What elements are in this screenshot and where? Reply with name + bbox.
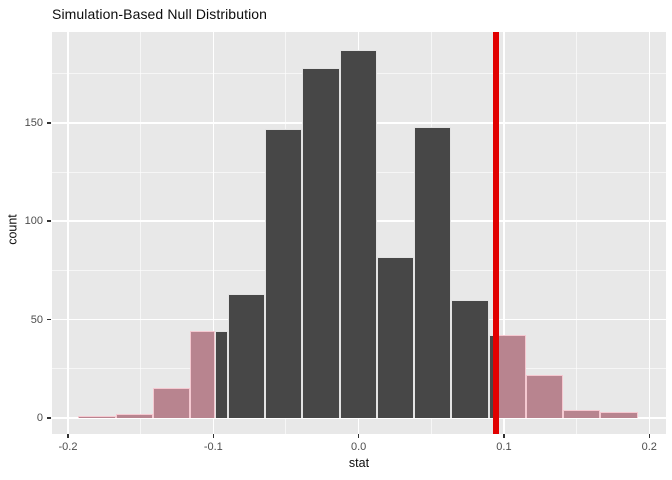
gridline-minor-vertical xyxy=(140,31,142,434)
histogram-bar-shaded-tail xyxy=(78,415,116,418)
histogram-bar-shaded-tail xyxy=(600,411,638,418)
x-axis-tick xyxy=(503,434,505,438)
x-axis-tick xyxy=(357,434,360,438)
histogram-bar-shaded-tail xyxy=(190,331,216,418)
gridline-major-horizontal xyxy=(52,417,666,419)
x-axis-tick xyxy=(212,434,215,438)
x-axis-tick-label: -0.2 xyxy=(58,441,78,453)
histogram-bar xyxy=(451,299,489,418)
y-axis-tick-label: 100 xyxy=(24,215,43,228)
histogram-bar xyxy=(215,331,228,418)
histogram-bar-shaded-tail xyxy=(563,410,601,418)
histogram-bar-shaded-tail xyxy=(115,413,153,418)
x-axis-tick-label: 0.1 xyxy=(496,441,512,453)
histogram-bar-shaded-tail xyxy=(152,388,191,418)
gridline-major-vertical xyxy=(212,31,215,434)
y-axis-tick-label: 50 xyxy=(30,313,43,326)
x-axis-tick-label: 0.0 xyxy=(350,441,367,453)
x-axis-title: stat xyxy=(348,456,370,470)
histogram-bar xyxy=(302,67,340,418)
y-axis-tick-label: 0 xyxy=(36,411,43,424)
y-axis-tick-label: 150 xyxy=(24,116,43,129)
x-axis-tick-label: 0.2 xyxy=(641,441,657,453)
y-axis-tick xyxy=(47,417,51,419)
histogram-bar xyxy=(227,294,266,418)
histogram-bar xyxy=(339,50,377,418)
y-axis-title: count xyxy=(5,214,20,245)
histogram-bar xyxy=(376,256,415,418)
gridline-major-vertical xyxy=(648,31,651,434)
x-axis-tick xyxy=(67,434,69,438)
y-axis-tick xyxy=(47,318,51,321)
gridline-major-vertical xyxy=(67,31,69,434)
observed-stat-line xyxy=(493,31,500,434)
histogram-bar xyxy=(414,126,452,418)
y-axis-tick xyxy=(47,122,51,124)
gridline-major-vertical xyxy=(503,31,505,434)
x-axis-tick xyxy=(648,434,651,438)
gridline-minor-vertical xyxy=(576,31,578,434)
histogram-bar xyxy=(265,128,303,418)
y-axis-tick xyxy=(47,220,51,222)
histogram-bar-shaded-tail xyxy=(496,335,526,418)
plot-panel xyxy=(52,31,666,434)
plot-title: Simulation-Based Null Distribution xyxy=(52,6,268,22)
histogram-bar-shaded-tail xyxy=(525,374,564,418)
x-axis-tick-label: -0.1 xyxy=(203,441,223,453)
